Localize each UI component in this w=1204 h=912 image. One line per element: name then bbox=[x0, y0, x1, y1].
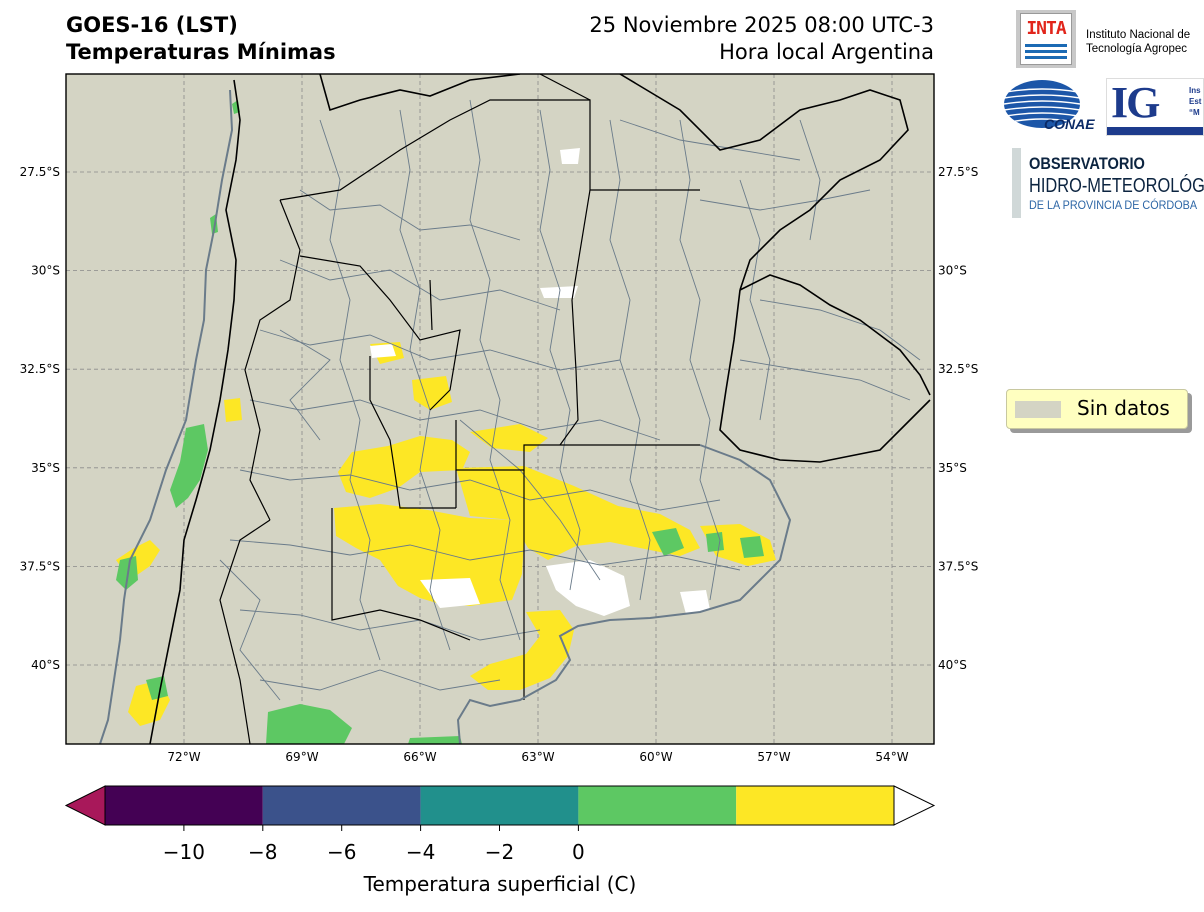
temperature-field bbox=[116, 100, 776, 744]
obs-line-1: OBSERVATORIO bbox=[1029, 154, 1145, 173]
map-title: GOES-16 (LST) Temperaturas Mínimas bbox=[66, 12, 336, 66]
lst-patch-white bbox=[680, 590, 710, 614]
lon-tick-label: 72°W bbox=[167, 750, 200, 764]
colorbar-tick-label: −2 bbox=[485, 840, 514, 864]
map-background bbox=[66, 74, 934, 744]
lst-patch-green bbox=[116, 556, 138, 590]
province-boundaries bbox=[219, 74, 700, 744]
ig-logo-side-text: Ins Est “M bbox=[1189, 85, 1201, 118]
colorbar-tick-label: −10 bbox=[163, 840, 205, 864]
lst-patch-green bbox=[408, 736, 462, 744]
colorbar-segment bbox=[736, 786, 894, 825]
lon-tick-label: 69°W bbox=[285, 750, 318, 764]
lon-tick-label: 57°W bbox=[757, 750, 790, 764]
lst-patch-yellow bbox=[470, 610, 574, 690]
lat-tick-label-left: 30°S bbox=[31, 264, 60, 278]
lat-tick-label-right: 35°S bbox=[938, 461, 967, 475]
lst-patch-green bbox=[652, 528, 684, 556]
country-borders bbox=[149, 74, 931, 744]
ig-logo: IG Ins Est “M bbox=[1106, 78, 1204, 136]
colorbar-tick-label: −6 bbox=[327, 840, 356, 864]
ig-side-line-2: Est bbox=[1189, 97, 1202, 106]
legend: Sin datos bbox=[1006, 389, 1188, 429]
lst-patch-yellow bbox=[334, 504, 524, 606]
colorbar: −10 −8 −6 −4 −2 0 Temperatura superficial (C) bbox=[64, 785, 936, 896]
lon-tick-label: 54°W bbox=[875, 750, 908, 764]
lon-tick-label: 66°W bbox=[403, 750, 436, 764]
legend-label: Sin datos bbox=[1077, 396, 1170, 420]
lat-tick-label-left: 40°S bbox=[31, 658, 60, 672]
inta-name: Instituto Nacional de Tecnología Agropec bbox=[1086, 28, 1190, 56]
lat-tick-label-right: 37.5°S bbox=[938, 559, 978, 573]
date-line: 25 Noviembre 2025 08:00 UTC-3 bbox=[589, 13, 934, 37]
lat-tick-label-left: 35°S bbox=[31, 461, 60, 475]
conae-globe-icon bbox=[1003, 80, 1081, 128]
obs-line-2: HIDRO-METEOROLÓG bbox=[1029, 175, 1204, 197]
inta-name-line-2: Tecnología Agropec bbox=[1086, 43, 1188, 55]
colorbar-tick-label: −4 bbox=[406, 840, 435, 864]
coastline bbox=[99, 89, 792, 744]
obs-line-3: DE LA PROVINCIA DE CÓRDOBA bbox=[1029, 198, 1198, 212]
inta-name-line-1: Instituto Nacional de bbox=[1086, 29, 1191, 41]
title-line-2: Temperaturas Mínimas bbox=[66, 40, 336, 64]
map-frame bbox=[65, 73, 935, 745]
lst-patch-green bbox=[170, 424, 208, 508]
legend-swatch-no-data bbox=[1015, 401, 1061, 418]
lon-tick-label: 63°W bbox=[521, 750, 554, 764]
colorbar-segment bbox=[578, 786, 737, 825]
colorbar-tick-label: −8 bbox=[248, 840, 277, 864]
inta-logo-text: INTA bbox=[1026, 18, 1066, 39]
observatorio-logo: OBSERVATORIO HIDRO-METEOROLÓG DE LA PROV… bbox=[1012, 148, 1204, 218]
lst-patch-yellow bbox=[456, 466, 700, 560]
lst-patch-green bbox=[266, 704, 352, 744]
ig-side-line-1: Ins bbox=[1189, 86, 1201, 95]
colorbar-segment bbox=[105, 786, 263, 825]
lat-tick-label-right: 27.5°S bbox=[938, 165, 978, 179]
lat-tick-label-right: 30°S bbox=[938, 264, 967, 278]
ig-logo-text: IG bbox=[1111, 78, 1160, 127]
district-boundaries bbox=[219, 99, 921, 701]
lat-tick-label-right: 40°S bbox=[938, 658, 967, 672]
colorbar-label: Temperatura superficial (C) bbox=[363, 872, 637, 896]
lon-tick-label: 60°W bbox=[639, 750, 672, 764]
lst-patch-yellow bbox=[224, 398, 242, 422]
lst-patch-white bbox=[370, 344, 396, 358]
lst-patch-yellow bbox=[338, 436, 470, 498]
colorbar-over-triangle bbox=[893, 785, 936, 826]
lst-patch-white bbox=[540, 286, 578, 298]
lst-patch-white bbox=[560, 148, 580, 164]
conae-logo: CONAE bbox=[1003, 78, 1095, 134]
colorbar-under-triangle bbox=[64, 785, 106, 826]
lst-patch-green bbox=[706, 532, 724, 552]
colorbar-segment bbox=[420, 786, 579, 825]
timezone-line: Hora local Argentina bbox=[719, 40, 934, 64]
title-line-1: GOES-16 (LST) bbox=[66, 13, 238, 37]
lst-patch-white bbox=[546, 560, 630, 616]
lst-patch-green bbox=[740, 536, 764, 558]
inta-logo: INTA bbox=[1016, 10, 1076, 68]
map-datetime: 25 Noviembre 2025 08:00 UTC-3 Hora local… bbox=[589, 12, 934, 66]
lst-patch-white bbox=[420, 578, 480, 608]
lat-tick-label-right: 32.5°S bbox=[938, 362, 978, 376]
lat-tick-label-left: 37.5°S bbox=[20, 559, 60, 573]
lat-tick-label-left: 32.5°S bbox=[20, 362, 60, 376]
axis-labels: 72°W 69°W 66°W 63°W 60°W 57°W 54°W 27.5°S 27.5°S… bbox=[20, 165, 979, 764]
colorbar-segment bbox=[262, 786, 421, 825]
lat-tick-label-left: 27.5°S bbox=[20, 165, 60, 179]
lst-patch-green bbox=[146, 676, 168, 700]
conae-logo-text: CONAE bbox=[1044, 116, 1095, 132]
ig-side-line-3: “M bbox=[1189, 108, 1200, 117]
colorbar-tick-label: 0 bbox=[572, 840, 585, 864]
lst-patch-yellow bbox=[412, 376, 452, 410]
